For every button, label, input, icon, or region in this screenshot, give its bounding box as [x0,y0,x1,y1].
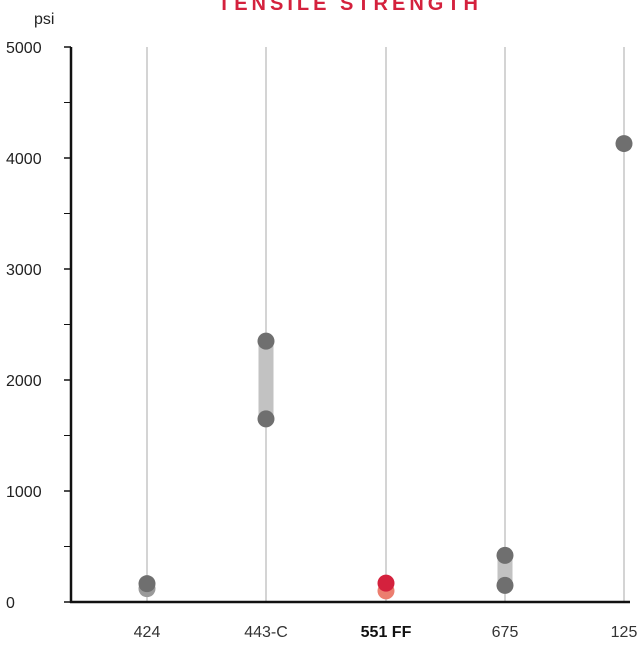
x-tick-label: 424 [134,624,161,641]
point-high [138,575,156,593]
point-high [377,574,395,592]
point-low [496,576,514,594]
labels: 0 1000 2000 3000 4000 5000 424 443-C 551 FF 675 12… [6,40,637,641]
chart-title: TENSILE STRENGTH [218,0,482,15]
y-tick-label: 5000 [6,40,42,57]
point-low [257,410,275,428]
y-tick-label: 3000 [6,262,42,279]
x-tick-label: 443-C [244,624,288,641]
y-tick-label: 4000 [6,151,42,168]
x-tick-label: 675 [492,624,519,641]
y-tick-label: 0 [6,595,15,612]
grid-layer [146,47,625,602]
axes [64,46,630,604]
x-tick-label: 551 FF [361,624,412,641]
point-high [257,332,275,350]
y-axis-unit-label: psi [34,11,54,28]
point-high [496,546,514,564]
y-tick-label: 1000 [6,484,42,501]
y-tick-label: 2000 [6,373,42,390]
point-high [615,135,633,153]
data-marks [138,135,633,600]
x-tick-label: 125 [611,624,638,641]
